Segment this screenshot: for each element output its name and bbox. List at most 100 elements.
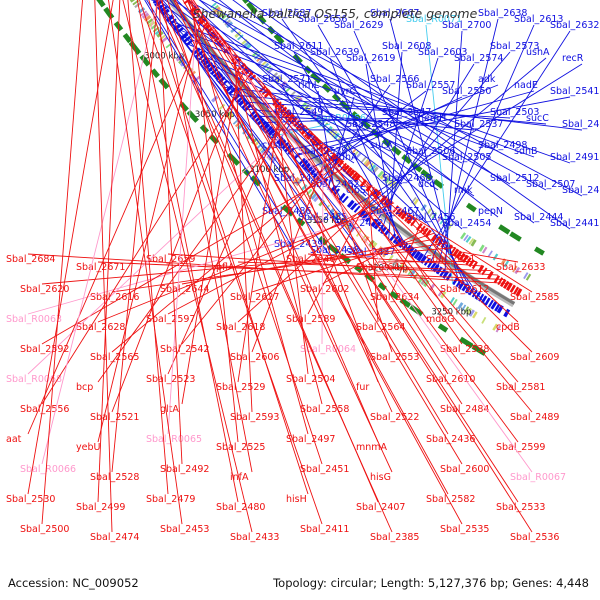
cog-category-reverse [244, 43, 253, 51]
reverse-strand-gene [430, 233, 438, 242]
cog-category-forward [417, 276, 425, 284]
cog-category-forward [328, 207, 336, 216]
reverse-gene-label: Sbal_2529 [216, 382, 265, 393]
gc-content-mark [534, 246, 545, 256]
gc-skew-mark [103, 6, 115, 20]
cog-category-reverse [377, 170, 384, 178]
reverse-gene-connector [155, 0, 393, 533]
cog-category-forward [461, 304, 467, 312]
reverse-strand-gene [206, 26, 215, 34]
forward-gene-label: Sbal_2475 [274, 173, 323, 184]
forward-strand-gene [361, 211, 370, 221]
reverse-gene-label: Sbal_2522 [370, 412, 419, 423]
cog-category-reverse [220, 14, 227, 21]
reverse-gene-label: Sbal_2565 [90, 352, 139, 363]
reverse-strand-gene [468, 259, 475, 268]
reverse-gene-label: Sbal_2480 [216, 502, 265, 513]
cog-category-forward [259, 145, 266, 152]
reverse-strand-gene [509, 284, 516, 293]
reverse-gene-label: Sbal_2634 [370, 292, 419, 303]
reverse-strand-gene [424, 229, 432, 238]
cog-category-reverse [242, 41, 250, 48]
forward-strand-gene [494, 303, 501, 312]
cog-category-reverse [460, 232, 467, 240]
reverse-strand-gene [481, 267, 488, 276]
reverse-gene-label: Sbal_2600 [440, 464, 489, 475]
reverse-gene-connector [41, 247, 456, 285]
cog-category-forward [150, 23, 158, 30]
reverse-gene-connector [97, 261, 506, 280]
gc-content-mark [401, 154, 412, 165]
reverse-gene-connector [321, 142, 324, 345]
forward-strand-gene [353, 205, 361, 213]
forward-gene-connector [153, 0, 319, 224]
forward-gene-connector [198, 0, 463, 230]
reverse-gene-label: Sbal_2479 [146, 494, 195, 505]
cog-category-forward [313, 195, 320, 203]
reverse-gene-connector [167, 253, 498, 276]
gc-skew-mark [327, 243, 340, 255]
reverse-gene-label: Sbal_2612 [440, 284, 489, 295]
cog-category-reverse [363, 158, 369, 166]
reverse-strand-gene [505, 282, 513, 291]
reverse-gene-label: aat [6, 434, 22, 445]
reverse-gene-connector [111, 0, 159, 473]
reverse-gene-connector [413, 217, 463, 285]
cog-category-reverse [436, 215, 443, 223]
cog-category-forward [253, 139, 261, 147]
forward-gene-label: uvrC [334, 86, 357, 97]
cog-category-forward [495, 325, 501, 333]
reverse-gene-label: Sbal_R0068 [6, 374, 62, 385]
cog-category-reverse [481, 246, 488, 254]
forward-gene-connector [444, 30, 463, 279]
cog-category-reverse [253, 53, 261, 60]
forward-strand-gene [487, 299, 494, 308]
cog-category-reverse [353, 150, 360, 157]
reverse-gene-connector [237, 101, 282, 383]
forward-gene-label: Sbal_2482 [310, 179, 359, 190]
forward-gene-connector [172, 27, 535, 158]
forward-gene-label: Sbal_2638 [478, 8, 527, 19]
reverse-strand-gene [477, 264, 485, 274]
reverse-gene-label: Sbal_2592 [20, 344, 69, 355]
cog-category-reverse [487, 250, 493, 258]
reverse-gene-label: fur [356, 382, 369, 393]
reverse-strand-gene [515, 288, 523, 297]
forward-strand-gene [165, 14, 175, 23]
forward-gene-label: Sbal_2557 [406, 80, 455, 91]
reverse-gene-connector [158, 0, 183, 465]
cog-category-reverse [285, 86, 292, 93]
gc-skew-mark [158, 77, 170, 90]
reverse-strand-gene [404, 214, 411, 222]
forward-strand-gene [484, 297, 491, 306]
forward-gene-label: Sbal_2566 [370, 74, 419, 85]
reverse-strand-gene [513, 286, 520, 295]
reverse-gene-label: Sbal_2599 [496, 442, 545, 453]
cog-category-reverse [463, 234, 469, 242]
reverse-gene-connector [41, 164, 349, 345]
reverse-gene-connector [228, 45, 323, 405]
cog-category-reverse [237, 34, 244, 41]
forward-strand-gene [490, 301, 498, 310]
gc-content-mark [498, 224, 511, 235]
reverse-gene-connector [97, 0, 121, 503]
reverse-gene-labels: Sbal_2684Sbal_2671Sbal_2659pflASbal_2646… [6, 0, 566, 543]
forward-strand-gene [259, 120, 268, 129]
reverse-gene-connector [310, 131, 463, 345]
cog-category-forward [236, 122, 244, 130]
cog-category-forward [472, 311, 478, 319]
gc-content-mark [246, 1, 258, 15]
reverse-gene-label: Sbal_2528 [90, 472, 139, 483]
reverse-gene-connector [27, 207, 401, 315]
forward-gene-connector [419, 30, 571, 263]
gc-content-mark [433, 178, 444, 189]
forward-gene-label: Sbal_2571 [262, 74, 311, 85]
forward-gene-connector [281, 18, 487, 306]
cog-category-forward [268, 153, 276, 161]
reverse-strand-gene [422, 227, 429, 236]
reverse-gene-connector [97, 113, 294, 383]
reverse-strand-gene [340, 162, 348, 171]
forward-gene-connector [176, 0, 391, 218]
forward-gene-label: Sbal_2472 [334, 218, 383, 229]
forward-gene-label: Sbal_2573 [490, 41, 539, 52]
